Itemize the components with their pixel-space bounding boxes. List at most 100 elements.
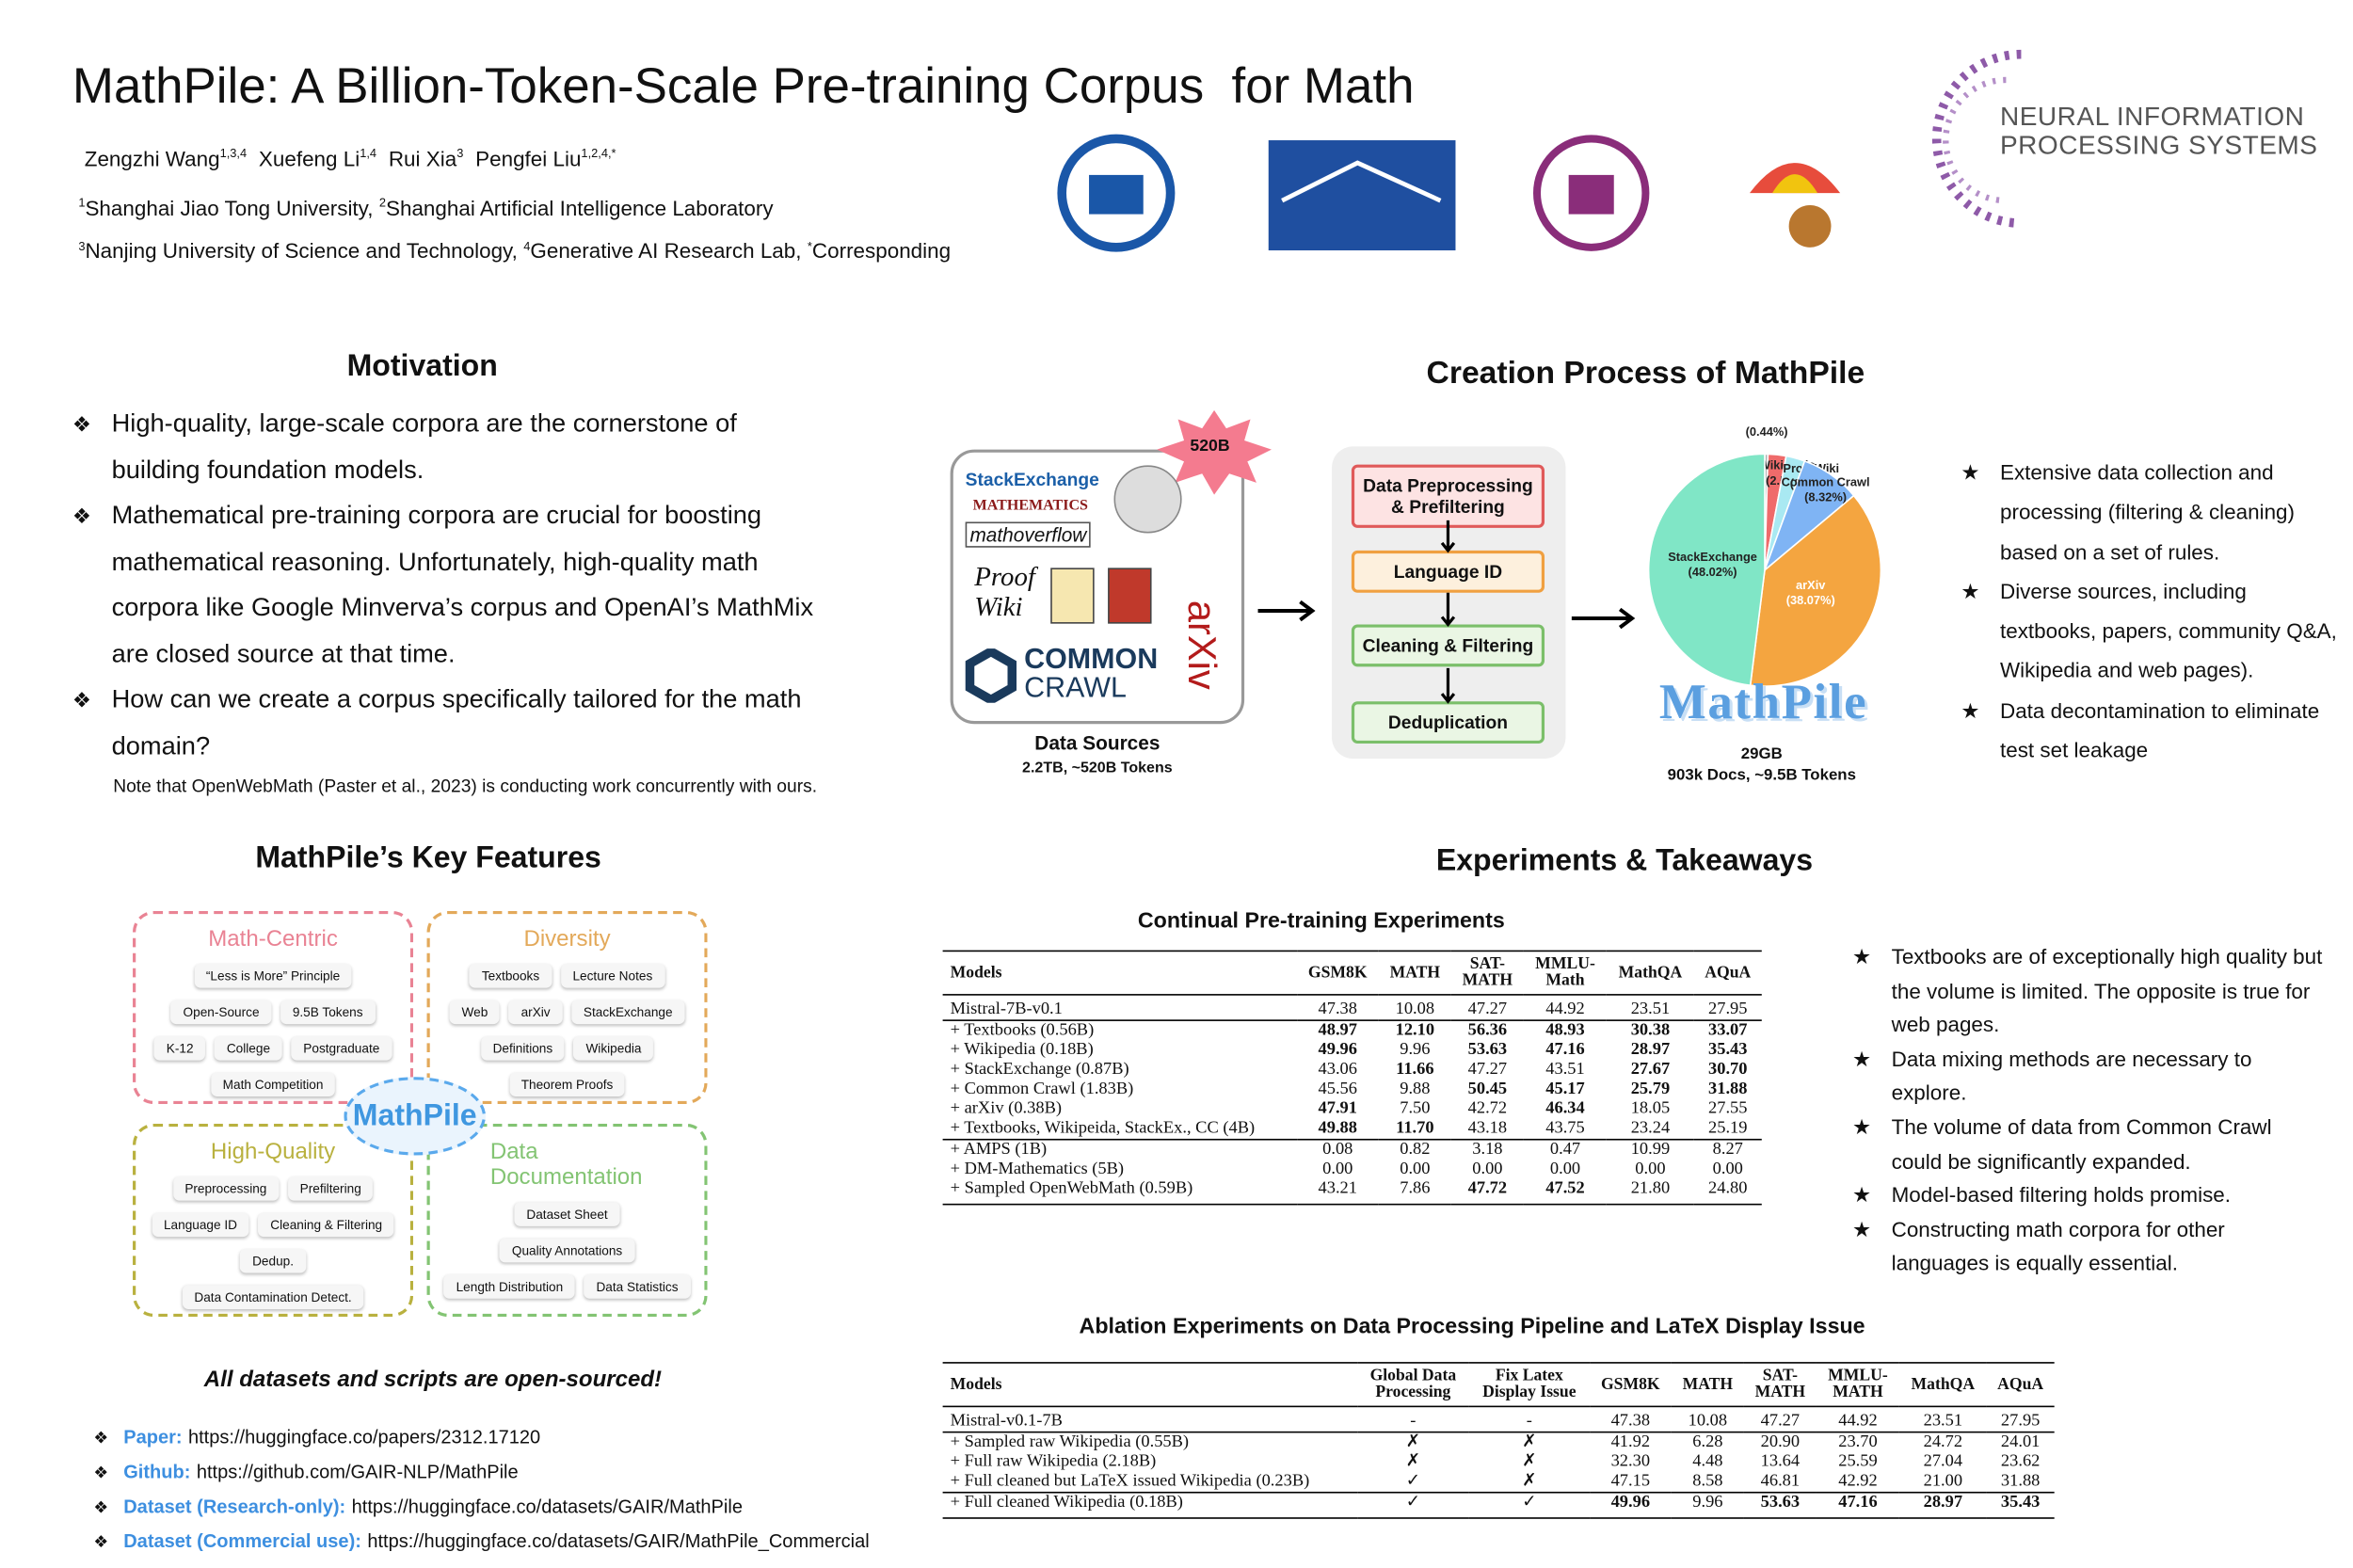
affiliation-sup: 1 [78,196,86,210]
feature-chip: Theorem Proofs [508,1072,626,1097]
feature-chip: Postgraduate [291,1035,392,1061]
cell: 27.95 [2000,1411,2041,1431]
bullet: Textbooks are of exceptionally high qual… [1852,939,2328,1042]
cell: + Textbooks, Wikipeida, StackEx., CC (4B… [950,1119,1256,1138]
takeaways: Textbooks are of exceptionally high qual… [1852,939,2328,1280]
cell: 49.96 [1318,1040,1357,1059]
neurips-swirl [1943,76,2007,204]
cell: 8.27 [1693,1138,1762,1160]
wiki-globe [1113,465,1182,534]
feature-chip: Wikipedia [573,1035,654,1061]
header-cell: AQuA [1693,950,1762,996]
cell: + Sampled raw Wikipedia (0.55B) [942,1431,1357,1453]
cell: 24.01 [1986,1431,2055,1453]
cell: 47.27 [1467,1000,1508,1018]
cell: 10.99 [1607,1138,1694,1160]
table: Models GSM8K MATH SAT- MATH MMLU- Math MathQA… [942,950,1762,1206]
arrows [1257,600,1636,630]
pie-label: Common Crawl [1782,475,1870,489]
feature-chip: Data Statistics [584,1274,691,1299]
cell: 23.24 [1630,1119,1671,1138]
author-sup: 1,4 [360,146,377,161]
table-caption: Continual Pre-training Experiments [1137,909,1505,934]
cell: 49.88 [1318,1119,1357,1138]
pie-value-label: (48.02%) [1689,565,1737,579]
sources-box [950,449,1245,725]
cell: 47.38 [1610,1411,1651,1431]
cell: ✗ [1356,1431,1469,1453]
source-logo: arXiv [1179,600,1225,690]
step: Data Preprocessing & Prefiltering [1351,464,1545,528]
cell: + Textbooks (0.56B) [942,1019,1297,1041]
pie-label: Textbooks [1737,423,1797,424]
row: + arXiv (0.38B) 47.91 7.50 42.72 46.34 18.05 2… [943,1099,1762,1119]
cell: 53.63 [1743,1491,1817,1519]
cell: 25.59 [1838,1452,1878,1471]
cell: 48.93 [1523,1019,1608,1041]
cell: 28.97 [1899,1491,1987,1519]
cell: 30.70 [1708,1060,1748,1079]
link: ❖ Dataset (Research-only): https://hugging… [93,1490,869,1525]
source-logo: COMMON CRAWL [1024,646,1158,703]
cell: + Common Crawl (1.83B) [950,1080,1134,1098]
header-cell: MATH [1671,1362,1744,1408]
cell: 28.97 [1630,1040,1671,1059]
cell: 42.72 [1467,1099,1508,1118]
sources-sub: 2.2TB, ~520B Tokens [1022,760,1173,777]
header-cell: Global Data Processing [1356,1362,1469,1408]
row: + Sampled raw Wikipedia (0.55B) ✗ ✗ 41.92 6.… [942,1431,2055,1453]
feature-chip: Preprocessing [172,1176,280,1201]
feature-chip: Definitions [480,1035,566,1061]
header-cell: MathQA [1899,1362,1987,1408]
cell: 0.82 [1378,1138,1451,1160]
row: + Textbooks (0.56B) 48.97 12.10 56.36 48.93 3… [942,1019,1762,1041]
link-bullet: ❖ [93,1464,109,1483]
row: + Common Crawl (1.83B) 45.56 9.88 50.45 45.1… [943,1080,1762,1099]
features-title: MathPile’s Key Features [255,841,601,875]
row: + Full cleaned but LaTeX issued Wikipedi… [943,1472,2055,1493]
cell: 32.30 [1610,1452,1651,1471]
neurips-text: NEURAL INFORMATION PROCESSING SYSTEMS [2000,102,2317,160]
gair-logo [1772,174,1818,194]
cell: 43.06 [1318,1060,1357,1079]
header-cell: AQuA [1986,1362,2055,1408]
books [1050,568,1152,624]
badge-text: 520B [1190,437,1230,456]
cell: 9.96 [1671,1491,1744,1519]
cell: 0.08 [1296,1138,1379,1160]
cell: 48.97 [1296,1019,1379,1041]
link-label: Dataset (Research-only): [123,1496,346,1518]
header-cell: MMLU- Math [1523,950,1608,996]
cell: 11.70 [1396,1119,1434,1138]
njust-logo [1568,174,1614,215]
author-name: Zengzhi Wang [84,146,220,171]
cell: 43.18 [1467,1119,1508,1138]
cell: 31.88 [1708,1080,1748,1098]
bullet: Data decontamination to eliminate test s… [1961,691,2338,770]
row: + Wikipedia (0.18B) 49.96 9.96 53.63 47.16 28… [943,1041,1762,1061]
bullet: Diverse sources, including textbooks, pa… [1961,571,2338,690]
stats: 903k Docs, ~9.5B Tokens [1667,766,1856,785]
author-sup: 3 [456,146,464,161]
header-cell: Models [942,1362,1357,1408]
row: + Textbooks, Wikipeida, StackEx., CC (4B… [943,1119,1762,1140]
cell: 47.38 [1318,1000,1357,1018]
link-bullet: ❖ [93,1533,109,1553]
cell: 24.80 [1693,1179,1762,1206]
cell: 35.43 [1986,1491,2055,1519]
header-cell: MathQA [1607,950,1694,996]
pie-slice [1647,453,1766,687]
affiliation-line: 3Nanjing University of Science and Techn… [78,227,956,270]
author-name: Pengfei Liu [475,146,582,171]
arrow [1571,607,1636,630]
cell: 0.00 [1322,1160,1353,1178]
bullet: Mathematical pre-training corpora are cr… [72,493,826,678]
source-logo: mathoverflow [965,521,1092,548]
feature-chip: Prefiltering [287,1176,374,1201]
row: + AMPS (1B) 0.08 0.82 3.18 0.47 10.99 8.27 [942,1138,1762,1160]
motivation-title: Motivation [346,349,498,384]
cell: 21.00 [1923,1472,1963,1491]
feature-chip: Open-Source [170,1000,272,1025]
cell: 31.88 [2000,1472,2041,1491]
cell: + Full raw Wikipedia (2.18B) [950,1452,1157,1471]
